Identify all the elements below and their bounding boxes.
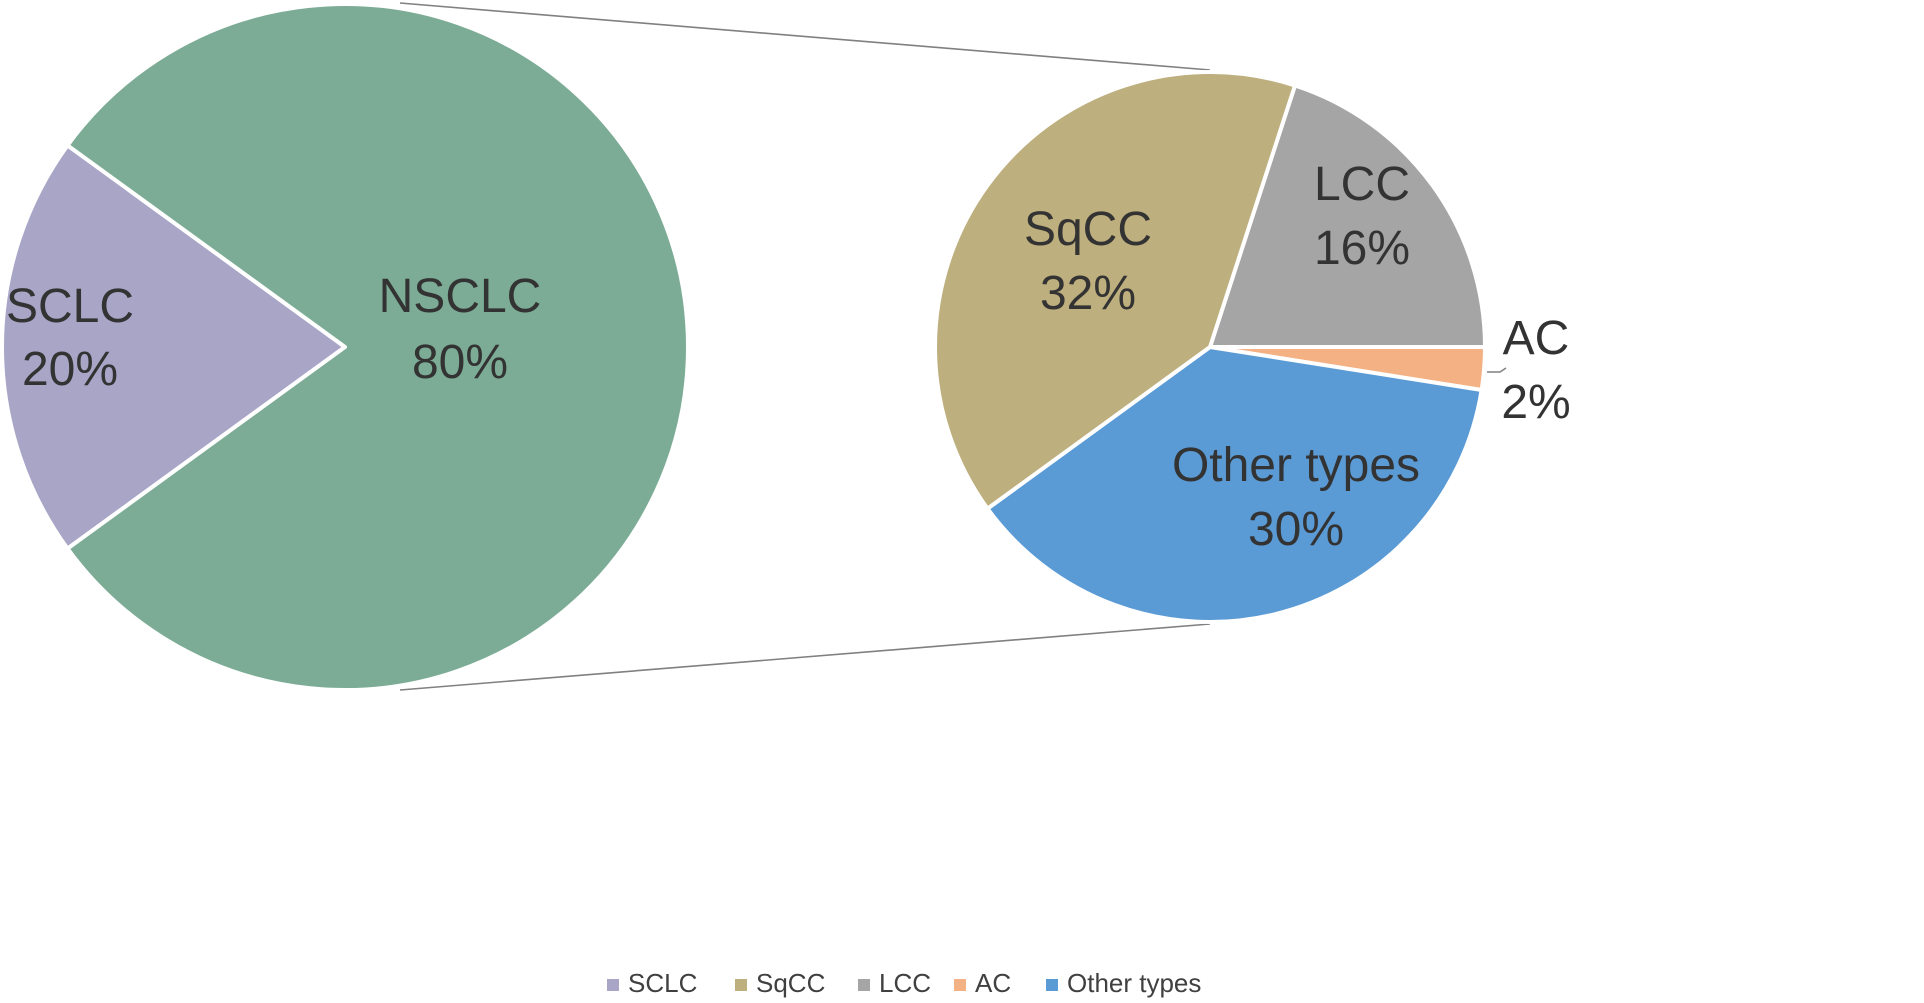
pie-slice-nsclc: [65, 2, 691, 692]
sub-pie: [933, 70, 1487, 624]
legend-label-other-types: Other types: [1067, 968, 1201, 998]
data-label-other-types-name: Other types: [1172, 439, 1420, 492]
legend-swatch-lcc: [858, 979, 870, 991]
data-label-nsclc-name: NSCLC: [379, 270, 542, 323]
data-label-lcc-name: LCC: [1314, 158, 1410, 211]
data-label-sqcc-name: SqCC: [1024, 203, 1152, 256]
data-label-nsclc-value: 80%: [412, 336, 508, 389]
slice-labels: SCLC 20% NSCLC 80% LCC 16% AC 2% Other types 30% S…: [6, 158, 1571, 556]
data-label-other-types-value: 30%: [1248, 503, 1344, 556]
pie-slice-sclc: [0, 143, 347, 551]
pie-slice-lcc: [1208, 83, 1487, 349]
data-label-sclc-name: SCLC: [6, 280, 134, 333]
legend-swatch-ac: [954, 979, 966, 991]
legend-label-ac: AC: [975, 968, 1011, 998]
main-pie: [0, 2, 691, 692]
legend-swatch-sqcc: [735, 979, 747, 991]
legend-swatch-sclc: [607, 979, 619, 991]
ac-leader-line: [1487, 367, 1507, 373]
data-label-sqcc-value: 32%: [1040, 267, 1136, 320]
connector-line-bottom: [399, 623, 1211, 691]
legend-label-sqcc: SqCC: [756, 968, 825, 998]
connector-lines: [399, 2, 1211, 691]
pie-slice-sqcc: [933, 70, 1297, 511]
connector-line-top: [399, 2, 1211, 71]
legend-swatch-other-types: [1046, 979, 1058, 991]
data-label-lcc-value: 16%: [1314, 222, 1410, 275]
legend-label-lcc: LCC: [879, 968, 931, 998]
data-label-ac-name: AC: [1503, 312, 1570, 365]
data-label-ac-value: 2%: [1501, 376, 1570, 429]
legend-label-sclc: SCLC: [628, 968, 697, 998]
legend: SCLC SqCC LCC AC Other types: [607, 968, 1201, 998]
pie-slice-other-types: [985, 345, 1484, 624]
data-label-sclc-value: 20%: [22, 343, 118, 396]
